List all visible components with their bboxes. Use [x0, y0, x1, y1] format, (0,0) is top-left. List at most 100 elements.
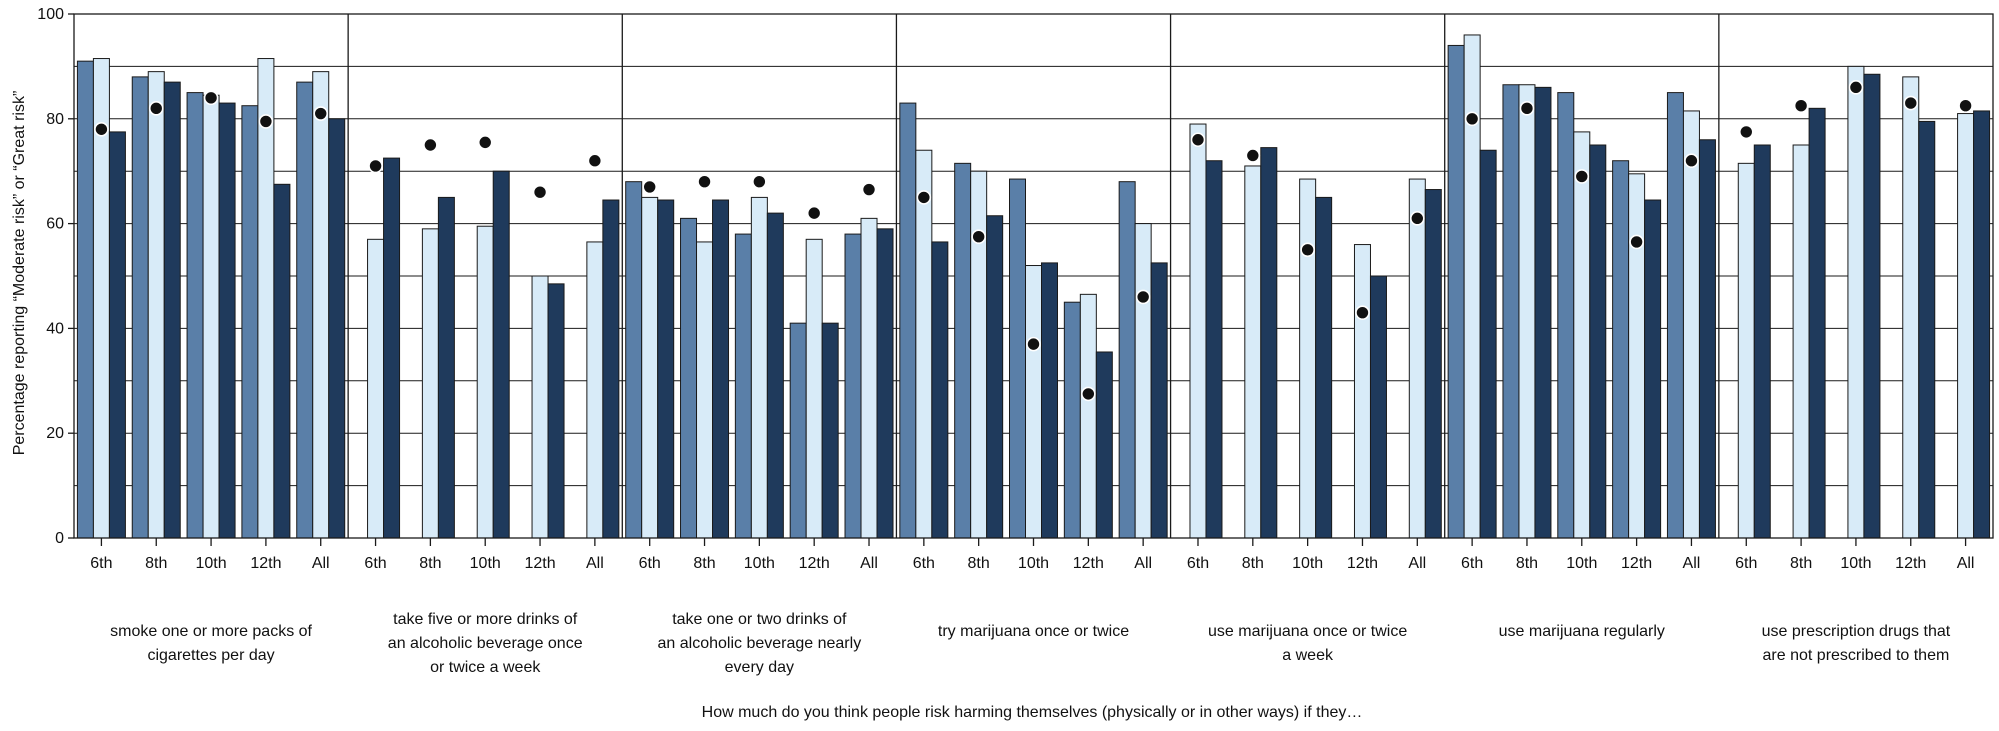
bar	[202, 94, 220, 539]
bar	[1808, 107, 1826, 539]
bar	[1205, 160, 1223, 539]
data-point-marker	[1081, 386, 1096, 402]
data-point-marker	[423, 137, 438, 153]
category-label: use marijuana once or twice	[1208, 623, 1407, 640]
bar	[915, 149, 933, 539]
bar	[876, 228, 894, 539]
bar	[1150, 262, 1168, 539]
bar	[131, 76, 149, 539]
bar	[657, 199, 675, 539]
data-point-marker	[1026, 336, 1041, 352]
x-tick-label: All	[860, 555, 878, 572]
bar	[1957, 113, 1975, 539]
y-tick-label: 0	[55, 530, 64, 547]
data-point-marker	[806, 205, 822, 221]
bar	[367, 238, 385, 539]
x-tick-label: All	[1683, 555, 1701, 572]
x-tick-label: 10th	[1566, 555, 1597, 572]
bar	[1041, 262, 1058, 539]
bar	[1863, 73, 1881, 539]
bar	[1463, 34, 1481, 539]
x-tick-label: All	[1957, 555, 1975, 572]
bar	[476, 225, 494, 539]
x-tick-label: 10th	[744, 555, 775, 572]
bar	[712, 199, 730, 539]
bar	[1792, 144, 1810, 539]
bar	[186, 92, 204, 539]
data-point-marker	[1464, 111, 1480, 127]
x-tick-label: 6th	[1461, 555, 1483, 572]
x-tick-label: 10th	[1840, 555, 1871, 572]
data-point-marker	[1410, 211, 1425, 226]
bar	[1025, 265, 1042, 539]
bar	[586, 241, 604, 539]
bar	[492, 170, 510, 539]
bar	[383, 157, 401, 539]
data-point-marker	[1355, 305, 1370, 320]
data-point-marker	[94, 121, 109, 137]
data-point-marker	[1135, 289, 1151, 305]
bar	[805, 238, 823, 539]
category-label: every day	[725, 659, 794, 676]
bar	[1902, 76, 1920, 539]
bar	[1424, 189, 1442, 539]
bar	[1118, 181, 1136, 539]
bar	[899, 102, 917, 539]
y-axis-title: Percentage reporting “Moderate risk” or …	[11, 91, 28, 456]
bar	[1009, 178, 1026, 539]
x-tick-label: 10th	[1018, 555, 1049, 572]
data-point-marker	[1903, 95, 1919, 111]
bar	[970, 170, 988, 539]
category-label: take one or two drinks of	[672, 611, 847, 628]
y-tick-label: 80	[46, 111, 64, 128]
data-point-marker	[313, 106, 329, 121]
data-point-marker	[148, 101, 164, 116]
bar	[680, 217, 698, 539]
data-point-marker	[477, 135, 493, 150]
bar	[1079, 293, 1097, 539]
markers	[94, 80, 1973, 402]
data-point-marker	[1958, 98, 1973, 113]
category-label: smoke one or more packs of	[110, 623, 312, 640]
x-tick-label: 8th	[968, 555, 990, 572]
bar	[1353, 244, 1371, 539]
bar	[844, 233, 862, 539]
bar	[163, 81, 181, 539]
x-tick-label: 6th	[364, 555, 386, 572]
x-tick-label: 12th	[524, 555, 555, 572]
bar	[1918, 120, 1936, 539]
bar	[1244, 165, 1262, 539]
bar	[1095, 351, 1113, 539]
bar	[1534, 86, 1552, 539]
data-point-marker	[1300, 242, 1315, 258]
bar	[1260, 147, 1278, 539]
bar	[218, 102, 236, 539]
bar	[860, 217, 878, 539]
x-tick-label: 10th	[1292, 555, 1323, 572]
data-point-marker	[1190, 132, 1206, 148]
x-labels: 6th 8th 10th 12th All smoke one or more packs…	[90, 538, 1974, 676]
bar	[766, 212, 784, 539]
category-label: or twice a week	[430, 659, 541, 676]
bar	[1408, 178, 1426, 539]
y-ticks: 0 20 40 60 80 100	[37, 6, 74, 547]
bar	[1973, 110, 1991, 539]
data-point-marker	[587, 153, 603, 169]
category-label: use prescription drugs that	[1762, 623, 1951, 640]
bar	[296, 81, 314, 539]
x-tick-label: 12th	[1347, 555, 1378, 572]
bar	[1447, 44, 1465, 539]
data-point-marker	[971, 229, 986, 244]
bar	[1753, 144, 1771, 539]
bar	[986, 215, 1004, 539]
bar	[1644, 199, 1662, 539]
x-tick-label: 10th	[196, 555, 227, 572]
x-tick-label: 8th	[419, 555, 441, 572]
bar	[273, 183, 291, 539]
bar	[1189, 123, 1207, 539]
data-point-marker	[1848, 80, 1864, 95]
bar	[1612, 160, 1630, 539]
bar	[641, 196, 659, 539]
y-tick-label: 40	[46, 320, 64, 337]
